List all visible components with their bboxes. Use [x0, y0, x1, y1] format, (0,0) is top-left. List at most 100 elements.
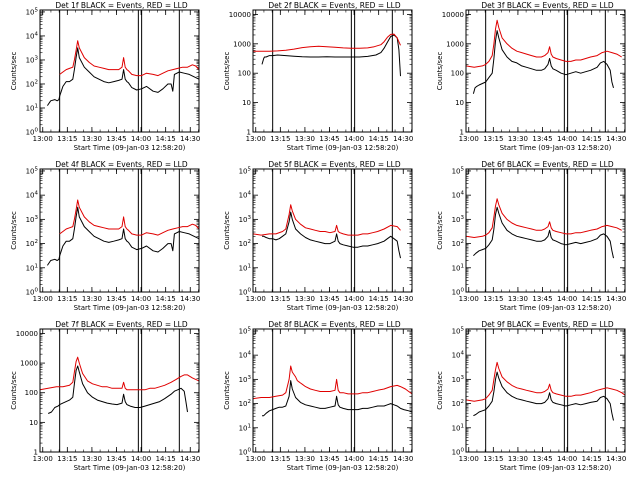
plot-frame [39, 9, 200, 133]
series-line-lld [465, 19, 622, 68]
x-tick-label: 13:45 [532, 455, 552, 463]
x-tick-label: 14:00 [131, 455, 151, 463]
y-tick-label: 102 [239, 399, 251, 408]
y-tick-label: 105 [239, 166, 252, 175]
y-tick-label: 103 [239, 215, 252, 224]
x-tick-label: 13:15 [483, 135, 503, 143]
series-line-events [472, 30, 614, 94]
series-line-lld [39, 356, 200, 391]
x-tick-label: 13:45 [319, 455, 339, 463]
y-tick-label: 10000 [229, 11, 251, 19]
x-tick-label: 14:30 [393, 295, 413, 303]
plot-frame [39, 328, 200, 453]
x-tick-label: 13:30 [508, 455, 528, 463]
y-tick-label: 100 [452, 448, 465, 457]
x-tick-label: 13:15 [270, 135, 290, 143]
x-tick-label: 14:15 [156, 455, 176, 463]
y-tick-label: 102 [26, 239, 38, 248]
plot-frame [252, 328, 413, 453]
x-tick-label: 13:15 [57, 455, 77, 463]
y-tick-label: 102 [452, 399, 464, 408]
x-tick-label: 13:00 [459, 295, 479, 303]
panel-5: Det 5f BLACK = Events, RED = LLD 100 101 10… [223, 160, 413, 312]
series-line-lld [59, 199, 200, 236]
x-tick-label: 13:30 [295, 295, 315, 303]
plot-frame [252, 168, 413, 293]
y-tick-label: 105 [26, 166, 39, 175]
x-tick-label: 14:30 [606, 455, 626, 463]
series-line-lld [465, 198, 622, 238]
x-tick-label: 14:30 [606, 295, 626, 303]
y-tick-label: 1 [460, 129, 464, 137]
y-axis-label: Counts/sec [223, 371, 231, 410]
panel-1: Det 1f BLACK = Events, RED = LLD 100 101 10… [10, 1, 200, 152]
y-tick-label: 105 [452, 166, 465, 175]
x-tick-label: 14:30 [393, 455, 413, 463]
series-line-lld [465, 361, 626, 402]
x-axis-label: Start Time (09-Jan-03 12:58:20) [500, 464, 612, 472]
x-tick-label: 13:15 [483, 295, 503, 303]
x-tick-label: 14:00 [131, 295, 151, 303]
y-tick-label: 104 [239, 191, 252, 200]
y-tick-label: 104 [26, 191, 39, 200]
x-axis-label: Start Time (09-Jan-03 12:58:20) [74, 464, 186, 472]
x-tick-label: 14:30 [180, 135, 200, 143]
series-line-lld [252, 365, 413, 400]
x-tick-label: 14:00 [557, 455, 577, 463]
series-line-events [473, 371, 614, 421]
y-tick-label: 101 [239, 423, 251, 432]
x-tick-label: 13:15 [57, 295, 77, 303]
y-tick-label: 104 [452, 351, 465, 360]
y-tick-label: 101 [452, 263, 464, 272]
panel-title: Det 5f BLACK = Events, RED = LLD [268, 160, 401, 169]
y-axis-label: Counts/sec [223, 211, 231, 250]
y-tick-label: 100 [239, 448, 252, 457]
y-tick-label: 10 [29, 419, 38, 427]
y-tick-label: 105 [26, 7, 39, 16]
x-tick-label: 14:00 [557, 135, 577, 143]
x-tick-label: 14:00 [344, 135, 364, 143]
y-tick-label: 1000 [233, 40, 251, 48]
panel-4: Det 4f BLACK = Events, RED = LLD 100 101 10… [10, 160, 200, 312]
y-axis-label: Counts/sec [10, 211, 18, 250]
y-tick-label: 1000 [20, 360, 38, 368]
y-tick-label: 102 [26, 79, 38, 88]
y-axis-label: Counts/sec [436, 371, 444, 410]
panel-title: Det 4f BLACK = Events, RED = LLD [55, 160, 188, 169]
x-tick-label: 13:00 [33, 135, 53, 143]
series-line-events [46, 47, 200, 106]
x-axis-label: Start Time (09-Jan-03 12:58:20) [74, 304, 186, 312]
y-tick-label: 101 [26, 263, 38, 272]
x-axis-label: Start Time (09-Jan-03 12:58:20) [74, 144, 186, 152]
x-tick-label: 13:45 [532, 135, 552, 143]
x-tick-label: 13:30 [295, 455, 315, 463]
y-tick-label: 100 [26, 288, 39, 297]
x-tick-label: 14:15 [369, 295, 389, 303]
panel-8: Det 8f BLACK = Events, RED = LLD 100 101 10… [223, 320, 413, 472]
x-tick-label: 14:30 [393, 135, 413, 143]
plot-frame [252, 9, 413, 133]
x-tick-label: 13:45 [106, 455, 126, 463]
y-axis-label: Counts/sec [436, 211, 444, 250]
y-tick-label: 105 [452, 326, 465, 335]
x-tick-label: 13:30 [82, 135, 102, 143]
panel-7: Det 7f BLACK = Events, RED = LLD 1 10 100 10… [10, 320, 200, 472]
x-tick-label: 13:00 [459, 135, 479, 143]
y-axis-label: Counts/sec [223, 52, 231, 91]
panel-title: Det 1f BLACK = Events, RED = LLD [55, 1, 188, 10]
x-tick-label: 14:15 [156, 295, 176, 303]
panel-9: Det 9f BLACK = Events, RED = LLD 100 101 10… [436, 320, 626, 472]
panel-title: Det 6f BLACK = Events, RED = LLD [481, 160, 614, 169]
series-line-events [46, 206, 200, 266]
y-tick-label: 103 [452, 375, 465, 384]
y-tick-label: 103 [239, 375, 252, 384]
x-tick-label: 14:30 [180, 455, 200, 463]
y-tick-label: 104 [452, 191, 465, 200]
x-tick-label: 13:45 [106, 295, 126, 303]
y-tick-label: 10 [242, 99, 251, 107]
x-tick-label: 14:15 [582, 295, 602, 303]
x-tick-label: 14:15 [369, 455, 389, 463]
series-line-events [262, 211, 401, 259]
x-axis-label: Start Time (09-Jan-03 12:58:20) [500, 144, 612, 152]
